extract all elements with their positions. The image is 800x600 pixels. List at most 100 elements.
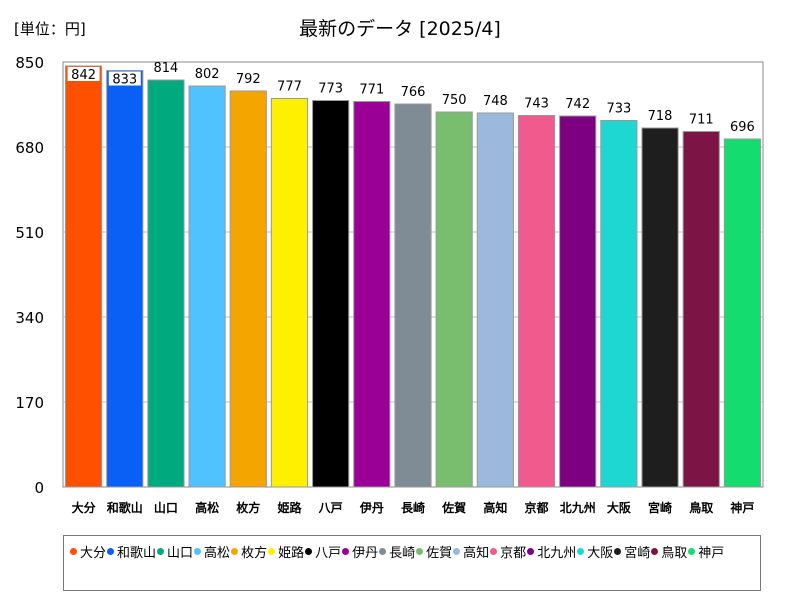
- data-label: 748: [483, 94, 508, 109]
- legend-marker: [379, 547, 387, 555]
- legend-item: 高知: [453, 540, 489, 562]
- x-tick-label: 大分: [72, 500, 96, 515]
- unit-label: [単位：円]: [14, 20, 86, 38]
- legend-marker: [70, 547, 77, 555]
- x-tick-label: 姫路: [277, 500, 302, 515]
- legend-item: 大分: [70, 540, 106, 562]
- legend-label: 伊丹: [352, 545, 379, 561]
- legend-label: 八戸: [315, 545, 342, 561]
- legend-label: 北九州: [537, 545, 577, 561]
- legend-marker: [342, 547, 350, 555]
- bar: [394, 103, 432, 488]
- x-tick-label: 佐賀: [441, 500, 466, 515]
- legend-label: 宮崎: [624, 545, 651, 561]
- bar: [517, 115, 556, 488]
- y-tick-label: 680: [15, 139, 44, 157]
- data-label: 771: [359, 83, 384, 98]
- y-tick-label: 170: [15, 394, 44, 412]
- legend-item: 宮崎: [614, 540, 650, 562]
- data-label: 792: [236, 72, 261, 87]
- bar: [435, 111, 473, 488]
- legend-item: 長崎: [379, 540, 415, 562]
- legend-marker: [651, 547, 659, 555]
- legend-label: 長崎: [389, 545, 416, 561]
- x-tick-label: 神戸: [730, 500, 754, 515]
- bar: [65, 65, 103, 488]
- legend-marker: [305, 547, 313, 555]
- legend-item: 鳥取: [651, 540, 687, 562]
- bar: [600, 120, 638, 488]
- legend-item: 伊丹: [342, 540, 378, 562]
- legend-label: 和歌山: [117, 545, 157, 561]
- bar: [641, 127, 679, 488]
- bar: [476, 112, 514, 488]
- legend-marker: [577, 547, 585, 555]
- x-tick-label: 長崎: [401, 500, 425, 515]
- legend-item: 高松: [194, 540, 230, 562]
- x-tick-label: 伊丹: [359, 500, 384, 515]
- legend-label: 京都: [500, 545, 527, 561]
- bar: [147, 79, 185, 488]
- data-label: 733: [606, 102, 631, 117]
- legend-label: 高松: [204, 545, 231, 561]
- legend-label: 佐賀: [426, 545, 453, 561]
- x-tick-label: 山口: [154, 500, 178, 515]
- y-tick-label: 340: [15, 309, 44, 327]
- data-label: 711: [689, 113, 714, 128]
- data-label: 842: [71, 68, 96, 83]
- legend-item: 和歌山: [107, 540, 156, 562]
- legend-marker: [527, 547, 535, 555]
- chart-legend: 大分 和歌山 山口 高松 枚方 姫路 八戸 伊丹 長崎 佐賀 高知 京都 北九州 大阪 宮崎 鳥取 神戸: [63, 535, 761, 591]
- legend-label: 姫路: [278, 545, 305, 561]
- legend-marker: [614, 547, 622, 555]
- x-tick-label: 鳥取: [689, 500, 713, 515]
- legend-item: 佐賀: [416, 540, 452, 562]
- legend-marker: [231, 547, 239, 555]
- legend-item: 神戸: [688, 540, 724, 562]
- data-label: 833: [112, 73, 137, 88]
- legend-item: 姫路: [268, 540, 304, 562]
- legend-label: 大分: [80, 545, 107, 561]
- legend-marker: [194, 547, 202, 555]
- x-tick-label: 高松: [195, 500, 219, 515]
- legend-marker: [107, 547, 115, 555]
- x-tick-label: 八戸: [318, 501, 343, 515]
- data-label-bg: [108, 71, 141, 86]
- bar-chart: 0 170 340 510 680 850 842 大分 833 和歌山 814 山口 802 高松 792…: [15, 54, 764, 515]
- legend-item: 北九州: [527, 540, 576, 562]
- legend-item: 大阪: [577, 540, 613, 562]
- data-label: 718: [648, 109, 673, 124]
- x-tick-label: 高知: [483, 500, 507, 515]
- data-label: 766: [401, 85, 426, 100]
- legend-marker: [688, 547, 696, 555]
- legend-label: 神戸: [698, 545, 725, 561]
- data-label: 743: [524, 97, 549, 112]
- bar: [682, 131, 720, 488]
- chart-title: 最新のデータ [2025/4]: [299, 18, 501, 40]
- bar: [106, 70, 144, 488]
- legend-item: 山口: [157, 540, 193, 562]
- legend-label: 鳥取: [661, 545, 688, 561]
- y-tick-label: 510: [15, 224, 44, 242]
- legend-label: 高知: [463, 545, 490, 561]
- data-label: 742: [565, 97, 590, 112]
- data-label: 773: [318, 82, 343, 97]
- bar: [188, 85, 226, 488]
- legend-item: 京都: [490, 540, 526, 562]
- legend-marker: [268, 547, 276, 555]
- data-label: 750: [442, 93, 467, 108]
- bar: [559, 115, 597, 488]
- y-tick-label: 0: [34, 479, 44, 497]
- legend-item: 八戸: [305, 540, 341, 562]
- x-tick-label: 和歌山: [106, 500, 143, 515]
- data-label: 777: [277, 80, 302, 95]
- bar: [353, 101, 391, 488]
- legend-marker: [453, 547, 461, 555]
- legend-marker: [416, 547, 424, 555]
- bar: [229, 90, 267, 488]
- data-label: 814: [154, 61, 179, 76]
- legend-label: 大阪: [587, 545, 614, 561]
- legend-marker: [490, 547, 498, 555]
- legend-label: 枚方: [241, 545, 268, 561]
- data-label-bg: [67, 67, 100, 81]
